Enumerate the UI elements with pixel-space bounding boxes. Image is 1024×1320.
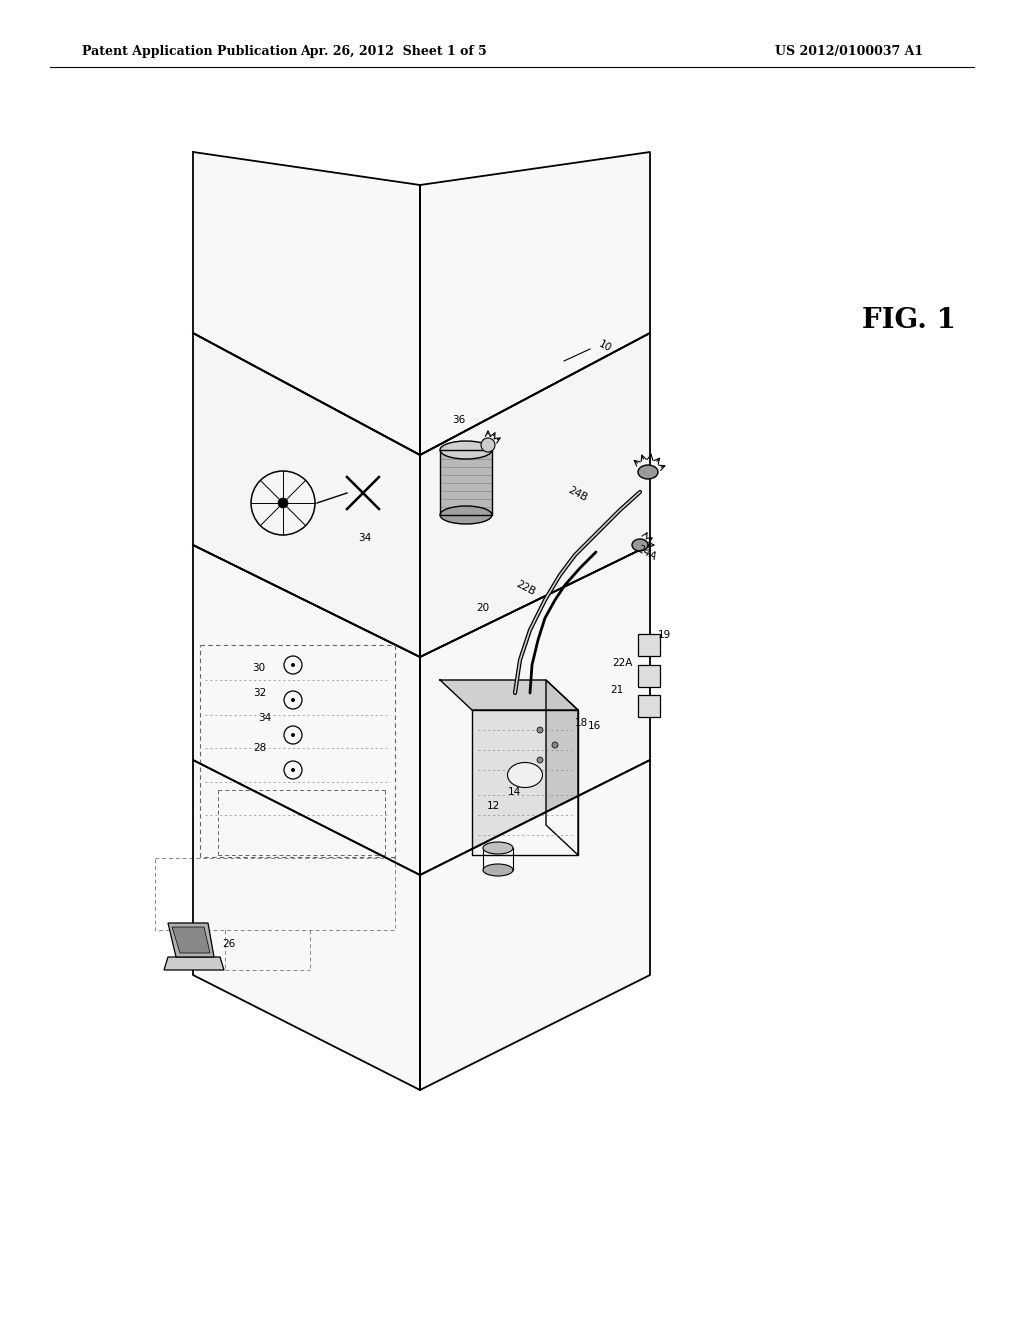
Ellipse shape bbox=[440, 506, 492, 524]
Text: US 2012/0100037 A1: US 2012/0100037 A1 bbox=[775, 45, 923, 58]
Polygon shape bbox=[193, 760, 420, 1090]
Ellipse shape bbox=[638, 465, 658, 479]
Bar bbox=[440, 450, 492, 515]
Text: Patent Application Publication: Patent Application Publication bbox=[82, 45, 298, 58]
Text: 20: 20 bbox=[476, 603, 489, 612]
Text: 22A: 22A bbox=[612, 657, 633, 668]
Polygon shape bbox=[420, 545, 650, 875]
Ellipse shape bbox=[632, 539, 648, 550]
Polygon shape bbox=[193, 333, 420, 657]
Ellipse shape bbox=[508, 763, 543, 788]
Bar bbox=[638, 696, 660, 717]
Polygon shape bbox=[164, 957, 224, 970]
Text: 24A: 24A bbox=[635, 544, 657, 562]
Circle shape bbox=[278, 498, 288, 508]
Text: FIG. 1: FIG. 1 bbox=[862, 306, 955, 334]
Bar bbox=[638, 665, 660, 686]
Text: 21: 21 bbox=[610, 685, 624, 696]
Polygon shape bbox=[193, 545, 420, 875]
Text: 19: 19 bbox=[658, 630, 672, 640]
Circle shape bbox=[552, 742, 558, 748]
Polygon shape bbox=[546, 680, 578, 855]
Ellipse shape bbox=[483, 842, 513, 854]
Text: 34: 34 bbox=[258, 713, 271, 723]
Bar bbox=[638, 634, 660, 656]
Ellipse shape bbox=[440, 441, 492, 459]
Text: 10: 10 bbox=[597, 338, 613, 354]
Text: 30: 30 bbox=[252, 663, 265, 673]
Ellipse shape bbox=[483, 865, 513, 876]
Text: Apr. 26, 2012  Sheet 1 of 5: Apr. 26, 2012 Sheet 1 of 5 bbox=[300, 45, 486, 58]
Circle shape bbox=[291, 768, 295, 772]
Circle shape bbox=[291, 733, 295, 737]
Text: 32: 32 bbox=[253, 688, 266, 698]
Polygon shape bbox=[420, 333, 650, 657]
Polygon shape bbox=[420, 152, 650, 455]
Polygon shape bbox=[420, 760, 650, 1090]
Polygon shape bbox=[472, 710, 578, 855]
Polygon shape bbox=[440, 680, 578, 710]
Text: 18: 18 bbox=[575, 718, 588, 729]
Text: 16: 16 bbox=[588, 721, 601, 731]
Text: 22B: 22B bbox=[514, 578, 537, 597]
Polygon shape bbox=[172, 927, 210, 953]
Circle shape bbox=[481, 438, 495, 451]
Text: 24B: 24B bbox=[566, 484, 589, 503]
Text: 26: 26 bbox=[222, 939, 236, 949]
Polygon shape bbox=[193, 152, 420, 455]
Text: 36: 36 bbox=[452, 414, 465, 425]
Circle shape bbox=[291, 663, 295, 667]
Text: 34: 34 bbox=[358, 533, 372, 543]
Circle shape bbox=[291, 698, 295, 702]
Text: 12: 12 bbox=[487, 801, 501, 810]
Text: 28: 28 bbox=[253, 743, 266, 752]
Bar bbox=[440, 450, 492, 515]
Circle shape bbox=[537, 756, 543, 763]
Circle shape bbox=[537, 727, 543, 733]
Text: 14: 14 bbox=[508, 787, 521, 797]
Polygon shape bbox=[168, 923, 214, 957]
